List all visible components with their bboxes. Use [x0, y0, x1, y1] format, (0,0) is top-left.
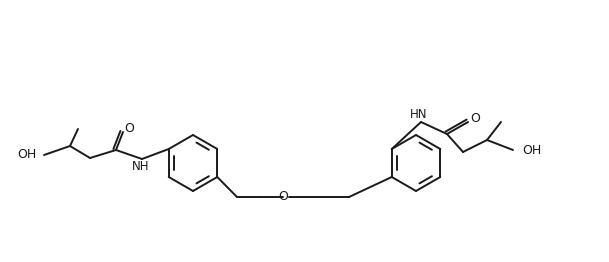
Text: O: O [278, 190, 288, 204]
Text: NH: NH [132, 160, 150, 172]
Text: O: O [470, 112, 480, 125]
Text: OH: OH [522, 144, 541, 156]
Text: O: O [124, 122, 134, 134]
Text: OH: OH [18, 149, 37, 161]
Text: HN: HN [410, 108, 428, 122]
